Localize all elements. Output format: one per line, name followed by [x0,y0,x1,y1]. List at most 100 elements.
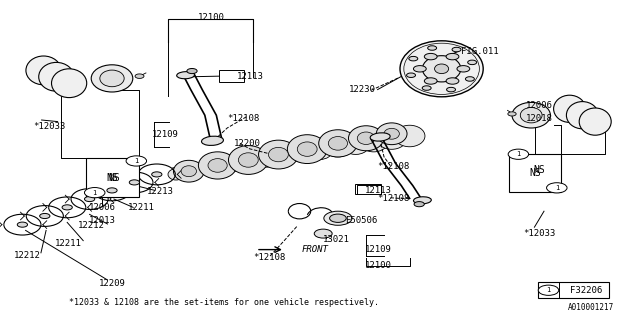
Ellipse shape [177,72,195,79]
Text: 12100: 12100 [198,13,225,22]
Ellipse shape [273,149,295,165]
Text: FIG.011: FIG.011 [461,47,499,56]
Text: F32206: F32206 [570,286,602,295]
Ellipse shape [237,156,258,170]
Circle shape [84,188,105,198]
Text: 12212: 12212 [14,252,41,260]
Circle shape [152,172,162,177]
Circle shape [446,78,459,84]
Ellipse shape [307,142,332,160]
Ellipse shape [135,74,144,78]
Ellipse shape [52,69,87,98]
Text: 12211: 12211 [54,239,81,248]
Ellipse shape [435,64,449,74]
Circle shape [447,87,456,92]
Bar [538,282,609,298]
Circle shape [446,53,459,60]
Ellipse shape [377,129,406,149]
Text: E50506: E50506 [346,216,378,225]
Ellipse shape [100,70,124,87]
Ellipse shape [348,126,384,151]
Ellipse shape [566,101,598,129]
Ellipse shape [203,162,221,175]
Ellipse shape [269,147,288,162]
Ellipse shape [186,165,202,178]
Ellipse shape [287,135,327,164]
Circle shape [409,56,418,61]
Text: 12018: 12018 [525,114,552,123]
Ellipse shape [554,95,586,122]
Text: 12100: 12100 [365,261,392,270]
Text: 12109: 12109 [365,245,392,254]
Text: A010001217: A010001217 [568,303,614,312]
Text: NS: NS [107,172,118,183]
Text: *12033 & 12108 are the set-items for one vehicle respectively.: *12033 & 12108 are the set-items for one… [69,298,379,307]
Circle shape [468,60,477,65]
Bar [219,70,244,82]
Ellipse shape [342,135,369,155]
Ellipse shape [357,132,375,145]
Ellipse shape [324,139,351,157]
Ellipse shape [376,123,407,145]
Ellipse shape [400,41,483,97]
Circle shape [414,202,424,207]
Text: 12109: 12109 [152,130,179,139]
Text: 12013: 12013 [89,216,116,225]
Circle shape [406,73,415,77]
Circle shape [457,66,470,72]
Ellipse shape [297,142,317,156]
Circle shape [107,188,117,193]
Circle shape [424,53,437,60]
Ellipse shape [238,153,259,167]
Circle shape [126,156,147,166]
Ellipse shape [38,62,74,91]
Circle shape [62,205,72,210]
Circle shape [452,47,461,52]
Text: 12230: 12230 [349,85,376,94]
Text: 1: 1 [134,158,138,164]
Ellipse shape [198,152,237,179]
Ellipse shape [413,197,431,204]
Circle shape [314,229,332,238]
Text: 12211: 12211 [128,204,155,212]
Text: NS: NS [533,165,545,175]
Circle shape [538,285,559,295]
Circle shape [424,78,437,84]
Circle shape [547,183,567,193]
Ellipse shape [92,65,133,92]
Ellipse shape [168,169,184,180]
Text: 12006: 12006 [525,101,552,110]
Ellipse shape [512,102,550,128]
Ellipse shape [228,146,268,174]
Ellipse shape [328,137,348,150]
Circle shape [129,180,140,185]
Text: 13021: 13021 [323,236,350,244]
Bar [509,154,561,192]
Ellipse shape [255,152,276,167]
Text: 12113: 12113 [365,186,392,195]
Circle shape [330,214,346,222]
Ellipse shape [290,145,314,162]
Text: *12108: *12108 [253,253,285,262]
Circle shape [187,68,197,74]
Circle shape [428,46,436,50]
Text: *12033: *12033 [524,229,556,238]
Text: *12108: *12108 [227,114,259,123]
Circle shape [84,196,95,202]
Text: 1: 1 [547,287,550,293]
Ellipse shape [520,108,542,123]
Bar [86,158,139,197]
Circle shape [413,66,426,72]
Ellipse shape [394,125,425,147]
Ellipse shape [370,133,390,141]
Text: 12006: 12006 [89,204,116,212]
Ellipse shape [404,43,479,94]
Ellipse shape [360,132,388,152]
Text: 12209: 12209 [99,279,126,288]
Ellipse shape [579,108,611,135]
Text: FRONT: FRONT [302,245,329,254]
Circle shape [324,211,352,225]
Ellipse shape [208,159,227,172]
Circle shape [508,149,529,159]
Ellipse shape [319,130,357,157]
